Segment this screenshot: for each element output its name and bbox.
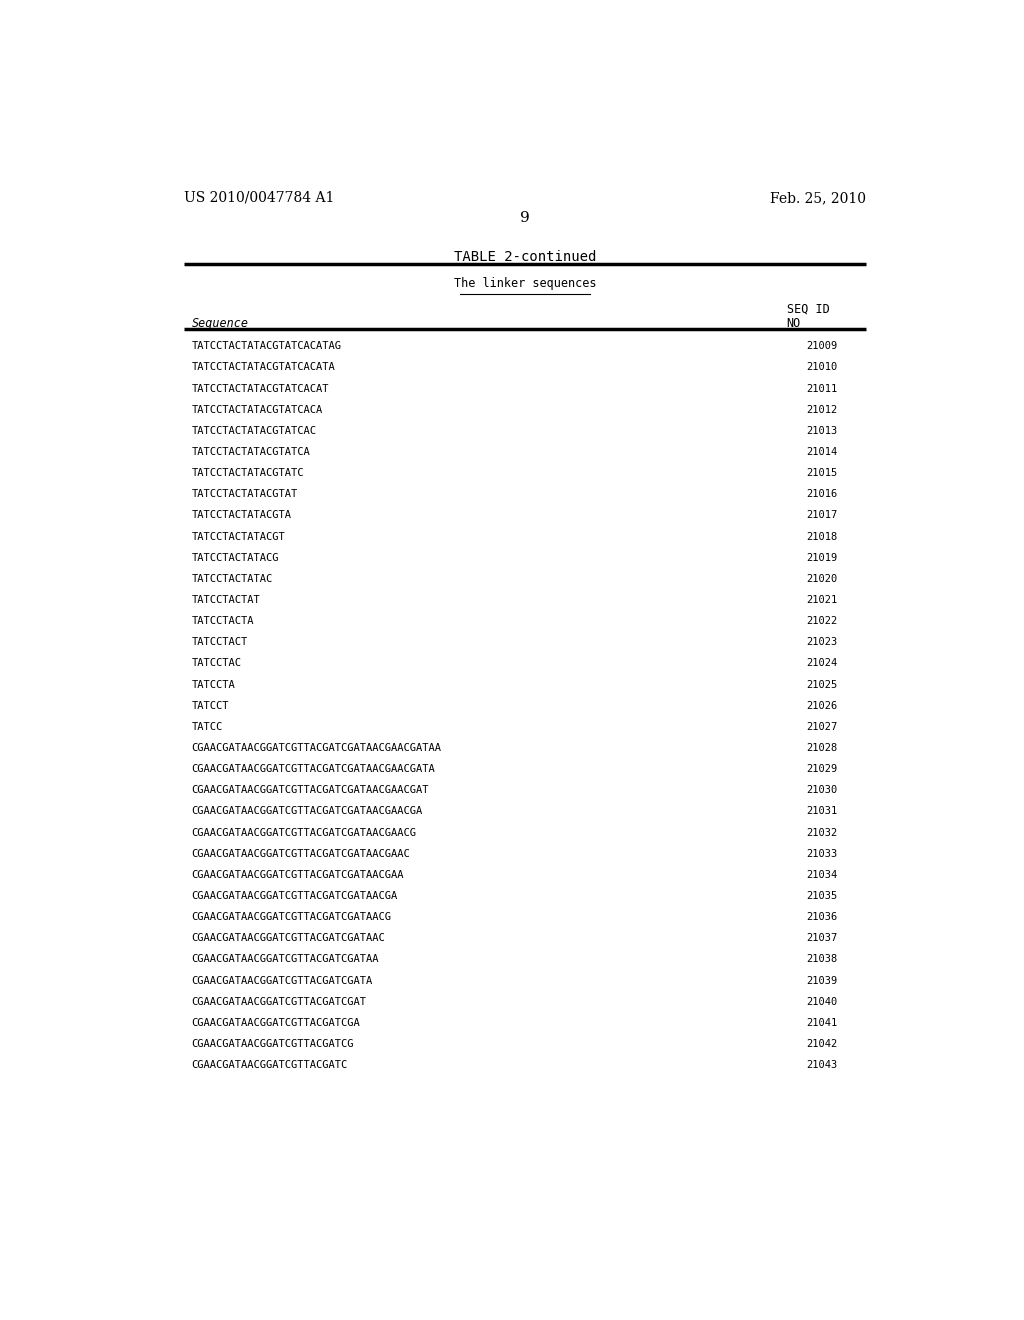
- Text: 21036: 21036: [807, 912, 838, 923]
- Text: TATCCTAC: TATCCTAC: [191, 659, 242, 668]
- Text: 21030: 21030: [807, 785, 838, 796]
- Text: 21039: 21039: [807, 975, 838, 986]
- Text: CGAACGATAACGGATCGTTACGATCGATAACGAAC: CGAACGATAACGGATCGTTACGATCGATAACGAAC: [191, 849, 411, 859]
- Text: 21031: 21031: [807, 807, 838, 817]
- Text: 21029: 21029: [807, 764, 838, 774]
- Text: 21017: 21017: [807, 511, 838, 520]
- Text: NO: NO: [786, 317, 801, 330]
- Text: TATCCTACTATACGTATCA: TATCCTACTATACGTATCA: [191, 447, 310, 457]
- Text: 21024: 21024: [807, 659, 838, 668]
- Text: 21021: 21021: [807, 595, 838, 605]
- Text: Sequence: Sequence: [191, 317, 249, 330]
- Text: SEQ ID: SEQ ID: [786, 302, 829, 315]
- Text: CGAACGATAACGGATCGTTACGATCGATAACGAA: CGAACGATAACGGATCGTTACGATCGATAACGAA: [191, 870, 404, 880]
- Text: TATCCTACT: TATCCTACT: [191, 638, 248, 647]
- Text: CGAACGATAACGGATCGTTACGATC: CGAACGATAACGGATCGTTACGATC: [191, 1060, 348, 1071]
- Text: The linker sequences: The linker sequences: [454, 277, 596, 290]
- Text: 9: 9: [520, 211, 529, 226]
- Text: CGAACGATAACGGATCGTTACGATCG: CGAACGATAACGGATCGTTACGATCG: [191, 1039, 354, 1049]
- Text: 21016: 21016: [807, 490, 838, 499]
- Text: 21034: 21034: [807, 870, 838, 880]
- Text: Feb. 25, 2010: Feb. 25, 2010: [770, 191, 866, 205]
- Text: 21022: 21022: [807, 616, 838, 626]
- Text: 21019: 21019: [807, 553, 838, 562]
- Text: TATCCTACTATACGT: TATCCTACTATACGT: [191, 532, 286, 541]
- Text: 21040: 21040: [807, 997, 838, 1007]
- Text: TATCCTACTA: TATCCTACTA: [191, 616, 254, 626]
- Text: 21020: 21020: [807, 574, 838, 583]
- Text: CGAACGATAACGGATCGTTACGATCGATAACGA: CGAACGATAACGGATCGTTACGATCGATAACGA: [191, 891, 397, 902]
- Text: TATCCTACTATACGTATCACA: TATCCTACTATACGTATCACA: [191, 405, 323, 414]
- Text: TATCCTACTATACGTA: TATCCTACTATACGTA: [191, 511, 292, 520]
- Text: 21009: 21009: [807, 342, 838, 351]
- Text: TATCCTACTATACGTATC: TATCCTACTATACGTATC: [191, 469, 304, 478]
- Text: TATCCTACTAT: TATCCTACTAT: [191, 595, 260, 605]
- Text: TATCCT: TATCCT: [191, 701, 229, 710]
- Text: 21026: 21026: [807, 701, 838, 710]
- Text: 21011: 21011: [807, 384, 838, 393]
- Text: 21041: 21041: [807, 1018, 838, 1028]
- Text: CGAACGATAACGGATCGTTACGATCGATA: CGAACGATAACGGATCGTTACGATCGATA: [191, 975, 373, 986]
- Text: TABLE 2-continued: TABLE 2-continued: [454, 249, 596, 264]
- Text: TATCCTACTATACGTAT: TATCCTACTATACGTAT: [191, 490, 298, 499]
- Text: 21012: 21012: [807, 405, 838, 414]
- Text: TATCCTA: TATCCTA: [191, 680, 236, 689]
- Text: TATCCTACTATACGTATCACAT: TATCCTACTATACGTATCACAT: [191, 384, 329, 393]
- Text: TATCCTACTATACG: TATCCTACTATACG: [191, 553, 279, 562]
- Text: US 2010/0047784 A1: US 2010/0047784 A1: [183, 191, 334, 205]
- Text: TATCCTACTATACGTATCACATAG: TATCCTACTATACGTATCACATAG: [191, 342, 341, 351]
- Text: 21018: 21018: [807, 532, 838, 541]
- Text: 21025: 21025: [807, 680, 838, 689]
- Text: 21023: 21023: [807, 638, 838, 647]
- Text: TATCCTACTATACGTATCACATA: TATCCTACTATACGTATCACATA: [191, 363, 335, 372]
- Text: CGAACGATAACGGATCGTTACGATCGATAACGAACGA: CGAACGATAACGGATCGTTACGATCGATAACGAACGA: [191, 807, 423, 817]
- Text: TATCCTACTATAC: TATCCTACTATAC: [191, 574, 272, 583]
- Text: 21013: 21013: [807, 426, 838, 436]
- Text: CGAACGATAACGGATCGTTACGATCGATAACGAACGATA: CGAACGATAACGGATCGTTACGATCGATAACGAACGATA: [191, 764, 435, 774]
- Text: 21038: 21038: [807, 954, 838, 965]
- Text: CGAACGATAACGGATCGTTACGATCGATAACGAACGATAA: CGAACGATAACGGATCGTTACGATCGATAACGAACGATAA: [191, 743, 441, 752]
- Text: 21032: 21032: [807, 828, 838, 838]
- Text: TATCC: TATCC: [191, 722, 223, 731]
- Text: CGAACGATAACGGATCGTTACGATCGA: CGAACGATAACGGATCGTTACGATCGA: [191, 1018, 360, 1028]
- Text: 21027: 21027: [807, 722, 838, 731]
- Text: 21010: 21010: [807, 363, 838, 372]
- Text: 21028: 21028: [807, 743, 838, 752]
- Text: CGAACGATAACGGATCGTTACGATCGATAAC: CGAACGATAACGGATCGTTACGATCGATAAC: [191, 933, 385, 944]
- Text: CGAACGATAACGGATCGTTACGATCGAT: CGAACGATAACGGATCGTTACGATCGAT: [191, 997, 367, 1007]
- Text: 21033: 21033: [807, 849, 838, 859]
- Text: 21043: 21043: [807, 1060, 838, 1071]
- Text: CGAACGATAACGGATCGTTACGATCGATAACGAACG: CGAACGATAACGGATCGTTACGATCGATAACGAACG: [191, 828, 417, 838]
- Text: 21014: 21014: [807, 447, 838, 457]
- Text: 21015: 21015: [807, 469, 838, 478]
- Text: TATCCTACTATACGTATCAC: TATCCTACTATACGTATCAC: [191, 426, 316, 436]
- Text: 21042: 21042: [807, 1039, 838, 1049]
- Text: CGAACGATAACGGATCGTTACGATCGATAACG: CGAACGATAACGGATCGTTACGATCGATAACG: [191, 912, 391, 923]
- Text: 21035: 21035: [807, 891, 838, 902]
- Text: CGAACGATAACGGATCGTTACGATCGATAACGAACGAT: CGAACGATAACGGATCGTTACGATCGATAACGAACGAT: [191, 785, 429, 796]
- Text: 21037: 21037: [807, 933, 838, 944]
- Text: CGAACGATAACGGATCGTTACGATCGATAA: CGAACGATAACGGATCGTTACGATCGATAA: [191, 954, 379, 965]
